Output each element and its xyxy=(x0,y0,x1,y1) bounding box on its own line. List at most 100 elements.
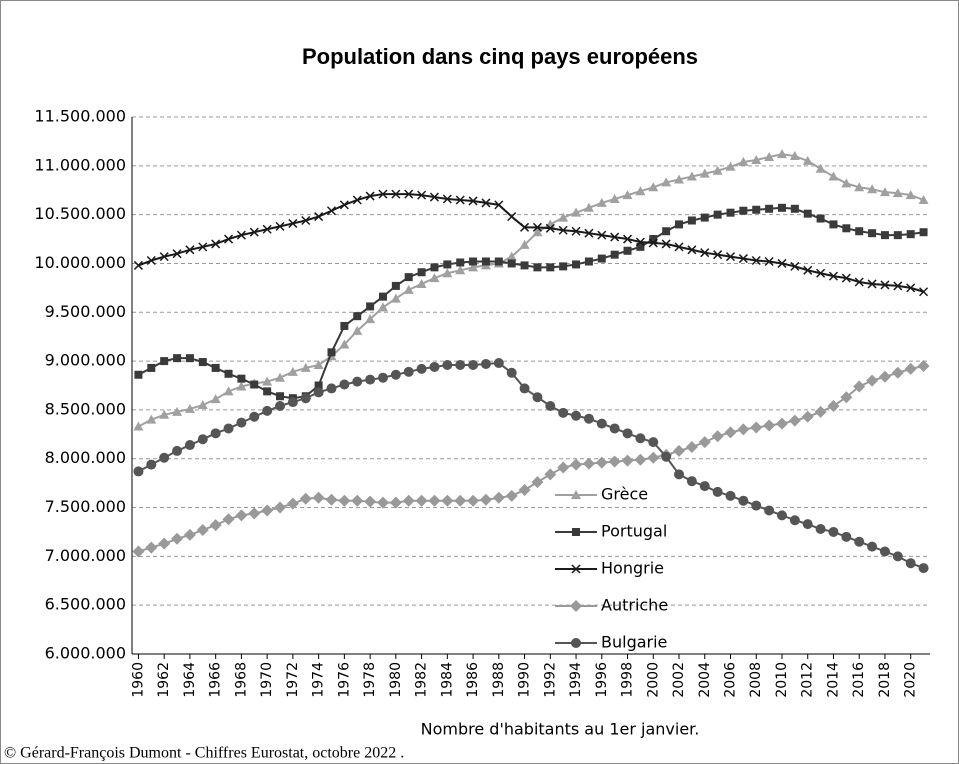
x-tick-label: 1978 xyxy=(362,662,378,698)
marker xyxy=(918,194,929,204)
marker xyxy=(571,564,581,574)
x-tick-label: 1960 xyxy=(130,662,146,698)
marker xyxy=(275,221,285,231)
marker xyxy=(146,255,156,266)
marker xyxy=(172,406,183,416)
marker xyxy=(505,489,518,502)
marker xyxy=(133,466,144,477)
marker xyxy=(623,234,633,244)
marker xyxy=(172,249,182,259)
marker xyxy=(403,366,414,377)
marker xyxy=(159,252,169,262)
marker xyxy=(815,524,826,535)
marker xyxy=(906,230,915,239)
marker xyxy=(159,452,170,463)
marker xyxy=(134,370,143,379)
x-tick-label: 1968 xyxy=(233,662,249,698)
marker xyxy=(455,195,465,205)
marker xyxy=(338,494,351,507)
marker xyxy=(919,228,928,237)
marker xyxy=(686,476,697,487)
marker xyxy=(623,246,632,255)
marker xyxy=(286,497,299,510)
marker xyxy=(558,407,569,418)
marker xyxy=(160,357,169,366)
marker xyxy=(506,367,517,378)
y-tick-label: 7.000.000 xyxy=(45,546,126,565)
marker xyxy=(855,227,864,236)
marker xyxy=(237,374,246,383)
marker xyxy=(326,383,337,394)
marker xyxy=(211,363,220,372)
x-tick-label: 1990 xyxy=(517,662,533,698)
marker xyxy=(905,190,916,200)
marker xyxy=(750,421,763,434)
marker xyxy=(313,387,324,398)
x-tick-label: 1976 xyxy=(336,662,352,698)
x-tick-label: 2018 xyxy=(877,662,893,698)
marker xyxy=(829,220,838,229)
marker xyxy=(610,232,620,242)
marker xyxy=(262,405,273,416)
marker xyxy=(752,205,761,214)
marker xyxy=(159,409,170,419)
marker xyxy=(608,455,621,468)
marker xyxy=(789,151,800,161)
x-tick-label: 2010 xyxy=(774,662,790,698)
marker xyxy=(300,362,311,372)
marker xyxy=(711,430,724,443)
marker xyxy=(674,469,685,480)
marker xyxy=(429,192,439,202)
legend-label: Hongrie xyxy=(601,559,664,578)
y-tick-label: 8.500.000 xyxy=(45,399,126,418)
marker xyxy=(854,277,864,287)
y-tick-label: 9.500.000 xyxy=(45,302,126,321)
marker xyxy=(519,239,530,249)
marker xyxy=(570,600,582,612)
marker xyxy=(442,359,453,370)
marker xyxy=(776,149,787,159)
marker xyxy=(262,224,272,234)
marker xyxy=(699,481,710,492)
marker xyxy=(532,227,543,237)
marker xyxy=(558,225,568,235)
marker xyxy=(571,638,581,648)
marker xyxy=(892,188,903,198)
marker xyxy=(621,454,634,467)
marker xyxy=(790,261,800,271)
marker xyxy=(597,230,607,240)
marker xyxy=(648,238,658,248)
marker xyxy=(635,237,645,247)
marker xyxy=(456,258,465,267)
marker xyxy=(827,400,840,413)
marker xyxy=(468,359,479,370)
marker xyxy=(725,490,736,501)
marker xyxy=(506,251,517,261)
marker xyxy=(712,165,723,175)
x-tick-label: 1972 xyxy=(285,662,301,698)
marker xyxy=(353,312,362,321)
marker xyxy=(636,242,645,251)
marker xyxy=(904,362,917,375)
marker xyxy=(468,262,479,272)
marker xyxy=(866,374,879,387)
marker xyxy=(494,257,503,266)
marker xyxy=(146,414,157,424)
marker xyxy=(198,358,207,367)
marker xyxy=(441,494,454,507)
marker xyxy=(429,273,440,283)
marker xyxy=(700,248,710,258)
marker xyxy=(648,182,659,192)
marker xyxy=(725,252,736,262)
marker xyxy=(518,483,531,496)
marker xyxy=(867,184,878,194)
marker xyxy=(815,163,826,173)
marker xyxy=(879,187,890,197)
marker xyxy=(209,519,222,532)
marker xyxy=(725,161,736,171)
marker xyxy=(507,259,516,268)
x-tick-label: 2012 xyxy=(800,662,816,698)
marker xyxy=(442,268,453,278)
marker xyxy=(764,505,775,516)
